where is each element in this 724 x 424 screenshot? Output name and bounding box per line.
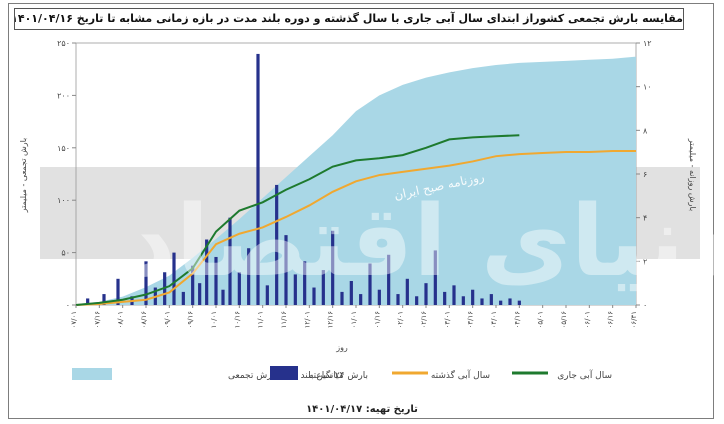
x-tick-label: ۰۵/۱۶ xyxy=(560,311,568,329)
bar-daily xyxy=(172,252,176,305)
legend-swatch-bar xyxy=(270,366,298,380)
x-tick-label: ۰۸/۱۶ xyxy=(140,311,148,329)
bar-daily xyxy=(221,289,225,305)
x-tick-label: ۰۸/۰۱ xyxy=(117,311,125,328)
bar-daily xyxy=(191,265,195,305)
bar-daily xyxy=(377,289,381,305)
x-tick-label: ۰۹/۱۶ xyxy=(187,311,195,329)
bar-daily xyxy=(471,289,475,305)
bar-daily xyxy=(293,274,297,305)
y-left-tick-label: ۱۰۰ xyxy=(57,196,70,205)
bar-daily xyxy=(247,248,251,305)
x-tick-label: ۰۷/۱۶ xyxy=(93,311,101,329)
legend-label-current: سال آبی جاری xyxy=(557,369,612,381)
x-tick-label: ۰۳/۰۱ xyxy=(443,311,451,328)
x-tick-label: ۰۶/۰۱ xyxy=(583,311,591,328)
y-right-tick-label: ۰ xyxy=(643,301,647,310)
x-tick-label: ۰۶/۳۱ xyxy=(630,311,638,328)
x-tick-label: ۰۱/۱۶ xyxy=(373,311,381,329)
series-line-previous-year xyxy=(75,149,636,306)
x-tick-label: ۰۲/۰۱ xyxy=(397,311,405,328)
bar-daily xyxy=(144,261,148,305)
bar-daily xyxy=(368,263,372,305)
bar-daily xyxy=(275,184,279,305)
legend-label-prev: سال آبی گذشته xyxy=(431,369,490,381)
bar-daily xyxy=(181,291,185,305)
x-tick-label: ۱۱/۰۱ xyxy=(257,311,265,328)
x-tick-label: ۰۳/۱۶ xyxy=(467,311,475,329)
bar-daily xyxy=(452,285,456,305)
x-tick-label: ۱۲/۰۱ xyxy=(303,311,311,328)
legend-label-bar: بارش ۲۴ ساعته xyxy=(309,371,368,381)
bar-daily xyxy=(349,280,353,305)
bar-daily xyxy=(508,298,512,305)
bar-daily xyxy=(517,300,521,305)
bar-daily xyxy=(102,294,106,305)
bar-daily xyxy=(321,270,325,305)
y-axis-left-label: بارش تجمعی - میلیمتر xyxy=(19,138,28,214)
lines-layer xyxy=(75,134,636,306)
y-right-tick-label: ۶ xyxy=(643,170,647,179)
x-tick-label: ۰۵/۰۱ xyxy=(537,311,545,328)
x-tick-label: ۰۶/۱۶ xyxy=(607,311,615,329)
bar-daily xyxy=(312,287,316,305)
x-tick-label: ۰۴/۱۶ xyxy=(513,311,521,329)
bar-daily xyxy=(480,298,484,305)
bar-daily xyxy=(205,239,209,305)
x-axis-label: روز xyxy=(335,343,348,352)
x-tick-label: ۰۴/۰۱ xyxy=(490,311,498,328)
bar-daily xyxy=(303,261,307,305)
bar-daily xyxy=(214,256,218,305)
watermark-logo: دنیای اقتصاد xyxy=(125,185,724,299)
y-left-tick-label: ۱۵۰ xyxy=(57,144,70,153)
bar-daily xyxy=(265,285,269,305)
legend-swatch-area xyxy=(72,368,112,380)
y-right-tick-label: ۱۲ xyxy=(643,39,652,48)
bar-daily xyxy=(284,235,288,305)
x-tick-label: ۱۱/۱۶ xyxy=(280,311,288,329)
bar-daily xyxy=(331,230,335,305)
bar-daily xyxy=(396,294,400,305)
bar-daily xyxy=(499,300,503,305)
bar-daily xyxy=(489,294,493,305)
x-tick-label: ۰۹/۰۱ xyxy=(163,311,171,328)
bar-daily xyxy=(359,294,363,305)
bar-daily xyxy=(237,272,241,305)
legend: میانگین بلند مدت بارش تجمعی بارش ۲۴ ساعت… xyxy=(72,366,612,381)
bar-daily xyxy=(228,217,232,305)
x-tick-label: ۱۲/۱۶ xyxy=(327,311,335,329)
x-tick-label: ۰۷/۰۱ xyxy=(70,311,78,328)
y-left-tick-label: ۲۵۰ xyxy=(57,39,70,48)
date-text: تاریخ تهیه: ۱۴۰۱/۰۴/۱۷ xyxy=(306,404,418,415)
y-left-tick-label: ۲۰۰ xyxy=(57,91,70,100)
bar-daily xyxy=(405,278,409,305)
x-tick-label: ۰۲/۱۶ xyxy=(420,311,428,329)
y-left-tick-label: ۰ xyxy=(66,301,70,310)
bar-daily xyxy=(116,278,120,305)
y-right-tick-label: ۲ xyxy=(643,257,647,266)
series-line-current-year xyxy=(75,134,520,306)
bar-daily xyxy=(424,283,428,305)
x-tick-label: ۱۰/۰۱ xyxy=(210,311,218,328)
chart-title: مقایسه بارش تجمعی کشوراز ابتدای سال آبی … xyxy=(14,8,684,30)
bar-daily xyxy=(86,298,90,305)
x-tick-label: ۰۱/۰۱ xyxy=(350,311,358,328)
bar-daily xyxy=(340,291,344,305)
y-axis-right-label: بارش روزانه - میلیمتر xyxy=(688,138,697,211)
y-left-tick-label: ۵۰ xyxy=(61,249,70,258)
y-right-tick-label: ۱۰ xyxy=(643,83,652,92)
y-right-tick-label: ۴ xyxy=(643,214,647,223)
x-tick-label: ۱۰/۱۶ xyxy=(233,311,241,329)
bar-daily xyxy=(415,296,419,305)
bar-daily xyxy=(443,291,447,305)
bar-daily xyxy=(461,296,465,305)
y-right-tick-label: ۸ xyxy=(643,126,648,135)
ticks-layer: ۰ ۵۰ ۱۰۰ ۱۵۰ ۲۰۰ ۲۵۰ ۰ ۲ ۴ ۶ ۸ ۱۰ ۱۲ ۰۷/۰۱ ۰۷/۱۶ ۰۸/۰۱ ۰… xyxy=(57,39,651,328)
bar-daily xyxy=(387,254,391,305)
bars-layer xyxy=(86,53,521,305)
bar-daily xyxy=(433,250,437,305)
bar-daily xyxy=(256,53,260,305)
bar-daily xyxy=(198,283,202,305)
